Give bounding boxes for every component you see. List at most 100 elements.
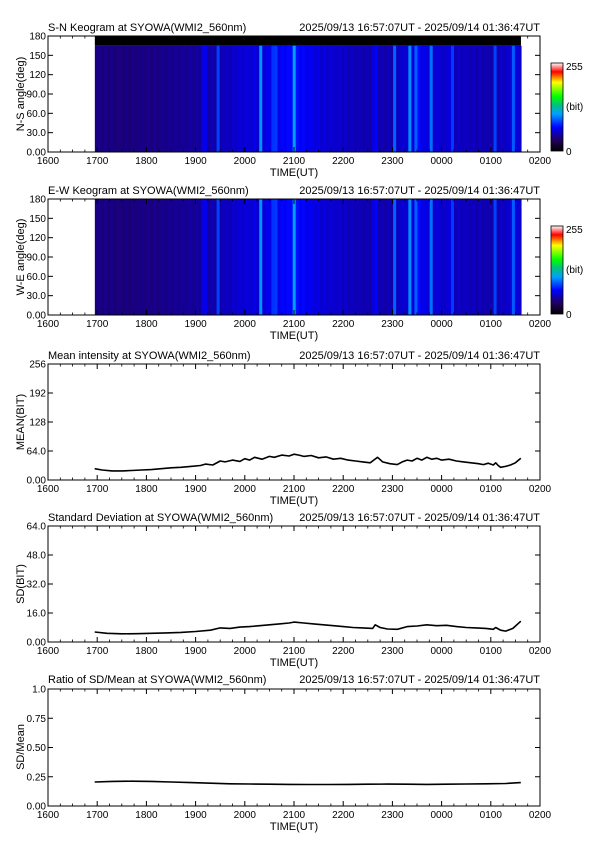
x-tick-label: 1800 — [135, 646, 158, 657]
keogram-column — [140, 45, 145, 152]
colorbar: 255 (bit) 0 — [550, 62, 583, 158]
keogram-column — [402, 45, 406, 152]
x-tick-label: 0000 — [430, 319, 453, 330]
keogram-column — [463, 45, 467, 152]
keogram-column — [463, 199, 467, 315]
keogram-column — [383, 45, 388, 152]
keogram-column — [301, 45, 306, 152]
keogram-column — [332, 45, 336, 152]
x-tick-label: 1600 — [37, 319, 60, 330]
keogram-column — [490, 45, 495, 152]
keogram-column — [262, 199, 266, 315]
keogram-column — [390, 45, 394, 152]
keogram-column — [438, 199, 443, 315]
x-tick-label: 0000 — [430, 810, 453, 821]
keogram-column — [189, 45, 193, 152]
keogram-column — [511, 45, 516, 152]
keogram-column — [326, 45, 330, 152]
keogram-column — [429, 199, 434, 315]
keogram-column — [353, 45, 358, 152]
x-tick-label: 1900 — [184, 319, 207, 330]
y-tick-label: 0.00 — [27, 802, 47, 813]
keogram-column — [283, 199, 288, 315]
keogram-column — [198, 45, 202, 152]
x-tick-label: 0000 — [430, 646, 453, 657]
x-tick-label: 0100 — [480, 810, 503, 821]
keogram-column — [484, 45, 489, 152]
keogram-column — [350, 45, 355, 152]
colorbar-scale — [550, 225, 564, 315]
keogram-column — [499, 45, 504, 152]
y-tick-label: 0.25 — [27, 772, 47, 783]
keogram-column — [481, 199, 486, 315]
y-tick-label: 192 — [29, 389, 46, 400]
x-tick-label: 1900 — [184, 810, 207, 821]
y-tick-label: 0.00 — [27, 311, 47, 322]
y-tick-label: 64.0 — [27, 522, 47, 533]
x-tick-label: 0200 — [529, 156, 552, 167]
keogram-column — [222, 45, 227, 152]
keogram-column — [180, 199, 184, 315]
keogram-column — [149, 45, 154, 152]
colorbar-scale — [550, 62, 564, 152]
x-tick-label: 2300 — [381, 319, 404, 330]
x-tick-label: 0100 — [480, 646, 503, 657]
keogram-column — [454, 45, 458, 152]
keogram-column — [365, 45, 370, 152]
keogram-column — [265, 199, 269, 315]
keogram-column — [460, 45, 464, 152]
keogram-column — [350, 199, 355, 315]
keogram-column — [457, 199, 461, 315]
keogram-column — [326, 199, 330, 315]
x-tick-label: 0200 — [529, 810, 552, 821]
keogram-column — [313, 199, 318, 315]
colorbar-max-label: 255 — [566, 62, 583, 73]
y-tick-label: 120 — [29, 70, 46, 81]
keogram-column — [268, 45, 272, 152]
keogram-column — [262, 45, 266, 152]
keogram-column — [447, 45, 452, 152]
y-axis-label: W-E angle(deg) — [15, 219, 27, 296]
keogram-column — [323, 45, 327, 152]
x-tick-label: 2200 — [332, 484, 355, 495]
x-tick-label: 2000 — [234, 810, 257, 821]
keogram-column — [247, 199, 251, 315]
keogram-column — [408, 45, 412, 152]
x-tick-label: 1700 — [86, 646, 109, 657]
keogram-column — [247, 45, 251, 152]
keogram-column — [292, 45, 297, 152]
keogram-column — [475, 199, 479, 315]
keogram-column — [164, 45, 169, 152]
x-axis-label: TIME(UT) — [270, 330, 318, 342]
keogram-column — [310, 199, 315, 315]
standard-deviation-panel: Standard Deviation at SYOWA(WMI2_560nm) … — [15, 512, 552, 669]
keogram-column — [359, 45, 364, 152]
x-tick-label: 2000 — [234, 156, 257, 167]
keogram-column — [170, 199, 175, 315]
keogram-column — [396, 45, 400, 152]
keogram-column — [493, 45, 498, 152]
keogram-column — [271, 45, 276, 152]
y-tick-label: 60.0 — [27, 109, 47, 120]
keogram-column — [216, 199, 221, 315]
plot-frame — [47, 525, 541, 643]
mean-intensity-panel: Mean intensity at SYOWA(WMI2_560nm) 2025… — [15, 350, 552, 507]
keogram-column — [173, 45, 178, 152]
keogram-column — [393, 45, 397, 152]
keogram-column — [170, 45, 175, 152]
keogram-column — [426, 45, 431, 152]
keogram-column — [256, 199, 260, 315]
y-tick-label: 30.0 — [27, 128, 47, 139]
keogram-column — [454, 199, 458, 315]
time-range: 2025/09/13 16:57:07UT - 2025/09/14 01:36… — [299, 350, 540, 362]
panel-title: Ratio of SD/Mean at SYOWA(WMI2_560nm) — [48, 674, 266, 686]
x-tick-label: 2100 — [283, 156, 306, 167]
y-tick-label: 256 — [29, 360, 46, 371]
x-axis-label: TIME(UT) — [270, 657, 318, 669]
keogram-column — [335, 199, 339, 315]
keogram-column — [387, 45, 391, 152]
keogram-column — [219, 199, 224, 315]
keogram-column — [128, 199, 132, 315]
keogram-column — [222, 199, 227, 315]
